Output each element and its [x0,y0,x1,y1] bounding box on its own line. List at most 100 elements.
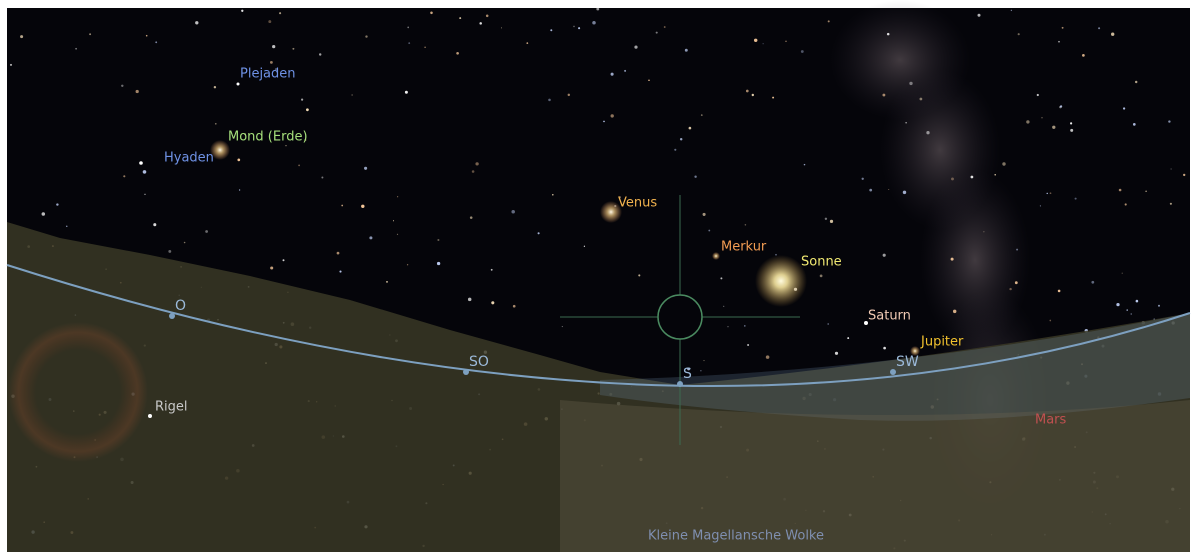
star [1058,290,1061,293]
star [1058,41,1060,43]
star [1171,168,1172,169]
star [785,41,786,42]
star [903,191,906,194]
star [828,20,830,22]
star [830,220,833,223]
star [592,21,596,25]
star [1002,162,1005,165]
star [550,29,552,31]
compass-label: SW [896,354,919,370]
star [1145,191,1147,193]
compass-label: O [175,298,186,314]
star [745,224,747,226]
star [763,43,764,44]
star [168,250,171,253]
star [694,175,696,177]
star [1116,303,1119,306]
star [584,246,585,247]
star [214,86,216,88]
star [1075,198,1077,200]
star [1037,94,1039,96]
star [700,370,701,371]
star [689,127,692,130]
star [578,27,580,29]
star [744,325,746,327]
star [486,15,489,18]
star [825,218,827,220]
star [723,306,724,307]
star [624,70,626,72]
star [1119,189,1122,192]
star [279,12,281,14]
star [656,32,658,34]
star [994,174,996,176]
star [862,178,864,180]
star [869,189,872,192]
star [708,230,710,232]
star [144,194,145,195]
star [634,46,637,49]
star [89,33,91,35]
star [752,94,754,96]
star [951,177,954,180]
star [971,176,974,179]
star [820,275,823,278]
star [205,230,208,233]
star [847,337,849,339]
star [1015,281,1018,284]
star [437,239,439,241]
star [1111,33,1114,36]
star [1091,281,1094,284]
star [270,266,273,269]
star [437,262,440,265]
star [337,252,340,255]
star [983,231,984,232]
star [123,175,125,177]
star [364,167,367,170]
star [526,42,528,44]
star [66,226,67,227]
star [568,94,570,96]
star [143,170,147,174]
object-label: Jupiter [920,335,964,350]
sky-view: PlejadenMond (Erde)HyadenVenusMerkurSonn… [0,0,1197,557]
star [746,90,749,93]
star [638,274,640,276]
star [1136,300,1139,303]
star [491,269,493,271]
star [397,234,398,235]
star [674,149,676,151]
star [552,194,554,196]
star [603,121,605,123]
star [978,14,981,17]
star [920,98,923,101]
compass-label: S [683,366,692,382]
star [20,35,23,38]
star [1009,288,1011,290]
star [1098,27,1100,29]
star [241,10,243,12]
star [386,281,388,283]
star [883,254,886,257]
star [775,254,777,256]
star [835,352,838,355]
star [270,61,273,64]
star [306,108,309,111]
object-label: Rigel [155,400,188,415]
star [272,45,275,48]
star [827,323,829,325]
star [754,39,757,42]
star [56,203,58,205]
star [1047,193,1048,194]
star [468,298,472,302]
star [953,310,956,313]
star [285,145,286,146]
star [1060,105,1062,107]
star [680,138,682,140]
star [888,189,889,190]
star [1050,192,1052,194]
star [882,94,885,97]
star [136,90,139,93]
star [905,122,906,123]
star [407,27,409,29]
